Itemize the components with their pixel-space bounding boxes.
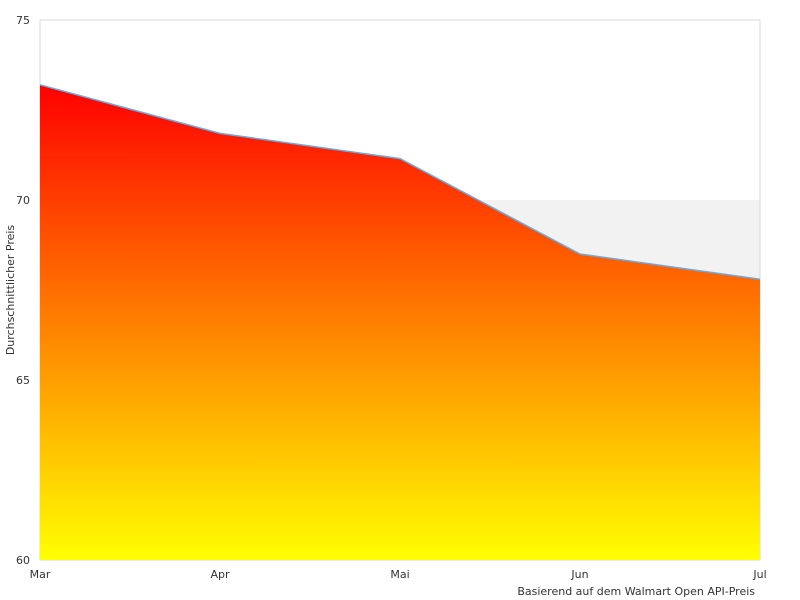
x-tick-label-jun: Jun	[570, 568, 588, 581]
x-tick-label-apr: Apr	[210, 568, 230, 581]
source-note: Basierend auf dem Walmart Open API-Preis	[517, 585, 755, 598]
x-tick-label-mar: Mar	[30, 568, 51, 581]
x-tick-label-mai: Mai	[390, 568, 409, 581]
x-axis-ticks: Mar Apr Mai Jun Jul	[30, 568, 767, 581]
x-tick-label-jul: Jul	[752, 568, 766, 581]
y-axis-title: Durchschnittlicher Preis	[4, 225, 17, 356]
y-tick-label-65: 65	[16, 374, 30, 387]
y-tick-label-70: 70	[16, 194, 30, 207]
y-tick-label-60: 60	[16, 554, 30, 567]
series-area-0	[40, 84, 760, 561]
y-tick-label-75: 75	[16, 14, 30, 27]
area-layer	[39, 84, 761, 561]
y-axis-ticks: 60 65 70 75	[16, 14, 30, 567]
